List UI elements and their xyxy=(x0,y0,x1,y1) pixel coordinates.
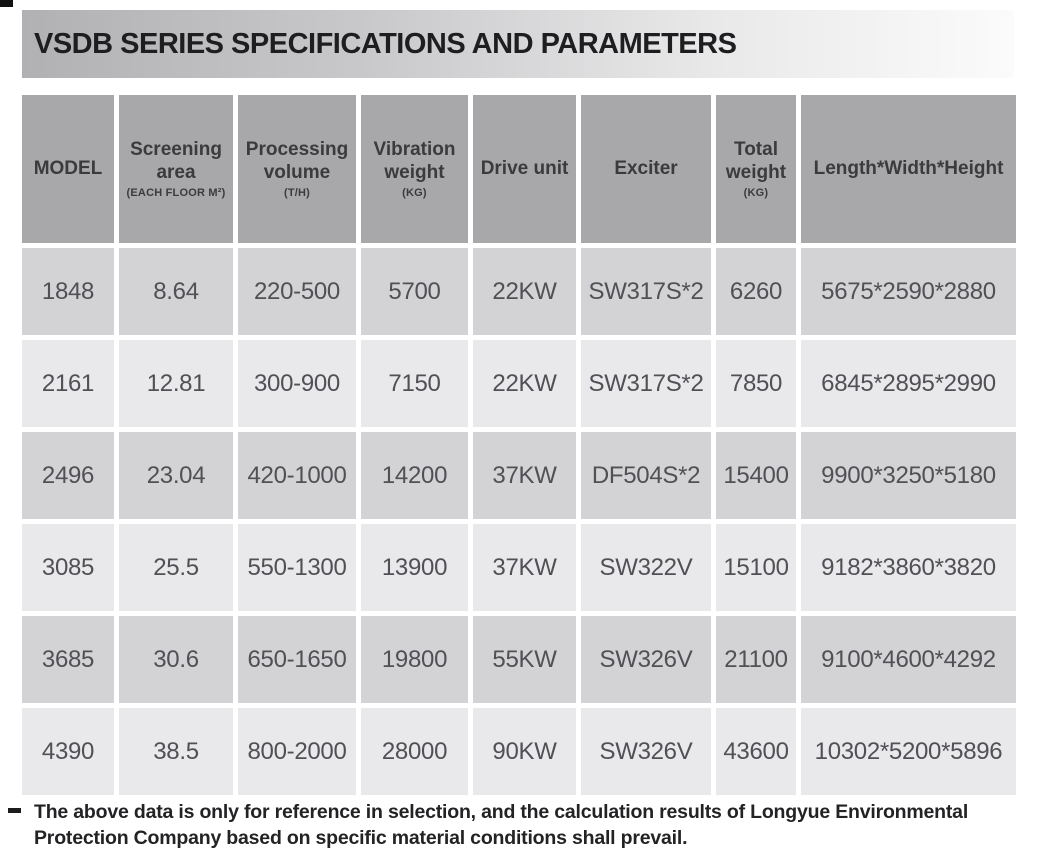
cell-total-weight: 15100 xyxy=(716,524,796,611)
column-header-model: MODEL xyxy=(22,95,114,243)
column-label: Processing volume xyxy=(245,138,349,183)
column-unit: (T/H) xyxy=(283,186,311,199)
cell-dimensions: 9900*3250*5180 xyxy=(801,432,1016,519)
cell-processing-volume: 220-500 xyxy=(238,248,356,335)
page-corner-mark xyxy=(0,0,13,7)
cell-exciter: SW326V xyxy=(581,708,711,795)
cell-processing-volume: 650-1650 xyxy=(238,616,356,703)
column-label: Length*Width*Height xyxy=(813,158,1004,180)
cell-total-weight: 7850 xyxy=(716,340,796,427)
cell-processing-volume: 800-2000 xyxy=(238,708,356,795)
footnote-line-1: The above data is only for reference in … xyxy=(34,801,969,823)
table-row-3685: 3685 30.6 650-1650 19800 55KW SW326V 211… xyxy=(22,616,1016,703)
cell-screening-area: 30.6 xyxy=(119,616,233,703)
table-row-2496: 2496 23.04 420-1000 14200 37KW DF504S*2 … xyxy=(22,432,1016,519)
cell-total-weight: 43600 xyxy=(716,708,796,795)
cell-drive-unit: 22KW xyxy=(473,248,576,335)
cell-screening-area: 8.64 xyxy=(119,248,233,335)
table-row-4390: 4390 38.5 800-2000 28000 90KW SW326V 436… xyxy=(22,708,1016,795)
cell-screening-area: 25.5 xyxy=(119,524,233,611)
cell-dimensions: 9182*3860*3820 xyxy=(801,524,1016,611)
column-label: Screening area xyxy=(130,138,222,183)
cell-vibration-weight: 5700 xyxy=(361,248,468,335)
page-title: VSDB SERIES SPECIFICATIONS AND PARAMETER… xyxy=(34,27,737,60)
cell-model: 3085 xyxy=(22,524,114,611)
cell-vibration-weight: 7150 xyxy=(361,340,468,427)
cell-model: 3685 xyxy=(22,616,114,703)
column-header-dimensions: Length*Width*Height xyxy=(801,95,1016,243)
cell-exciter: SW317S*2 xyxy=(581,248,711,335)
cell-dimensions: 10302*5200*5896 xyxy=(801,708,1016,795)
cell-drive-unit: 37KW xyxy=(473,432,576,519)
cell-vibration-weight: 28000 xyxy=(361,708,468,795)
cell-exciter: SW326V xyxy=(581,616,711,703)
cell-drive-unit: 90KW xyxy=(473,708,576,795)
cell-total-weight: 15400 xyxy=(716,432,796,519)
column-label: Total weight xyxy=(725,138,787,183)
column-label: Exciter xyxy=(614,158,678,180)
footnote-line-2: Protection Company based on specific mat… xyxy=(34,827,688,849)
column-label: MODEL xyxy=(33,158,103,180)
column-unit: (EACH FLOOR M²) xyxy=(126,186,226,199)
table-row-2161: 2161 12.81 300-900 7150 22KW SW317S*2 78… xyxy=(22,340,1016,427)
cell-drive-unit: 37KW xyxy=(473,524,576,611)
cell-exciter: SW322V xyxy=(581,524,711,611)
footnote-text: The above data is only for reference in … xyxy=(34,799,968,851)
cell-dimensions: 9100*4600*4292 xyxy=(801,616,1016,703)
column-header-exciter: Exciter xyxy=(581,95,711,243)
table-row-3085: 3085 25.5 550-1300 13900 37KW SW322V 151… xyxy=(22,524,1016,611)
column-header-screening-area: Screening area (EACH FLOOR M²) xyxy=(119,95,233,243)
dash-bullet-icon xyxy=(8,808,21,813)
column-unit: (KG) xyxy=(743,186,769,199)
cell-exciter: SW317S*2 xyxy=(581,340,711,427)
cell-dimensions: 6845*2895*2990 xyxy=(801,340,1016,427)
cell-drive-unit: 55KW xyxy=(473,616,576,703)
cell-total-weight: 6260 xyxy=(716,248,796,335)
cell-model: 2496 xyxy=(22,432,114,519)
column-header-vibration-weight: Vibration weight (KG) xyxy=(361,95,468,243)
title-banner: VSDB SERIES SPECIFICATIONS AND PARAMETER… xyxy=(22,10,1014,78)
column-unit: (KG) xyxy=(402,186,427,199)
specifications-table: MODEL Screening area (EACH FLOOR M²) Pro… xyxy=(17,90,1021,800)
cell-total-weight: 21100 xyxy=(716,616,796,703)
header-row: MODEL Screening area (EACH FLOOR M²) Pro… xyxy=(22,95,1016,243)
cell-model: 1848 xyxy=(22,248,114,335)
cell-dimensions: 5675*2590*2880 xyxy=(801,248,1016,335)
cell-exciter: DF504S*2 xyxy=(581,432,711,519)
cell-processing-volume: 550-1300 xyxy=(238,524,356,611)
cell-processing-volume: 420-1000 xyxy=(238,432,356,519)
column-header-processing-volume: Processing volume (T/H) xyxy=(238,95,356,243)
cell-screening-area: 38.5 xyxy=(119,708,233,795)
cell-processing-volume: 300-900 xyxy=(238,340,356,427)
column-label: Drive unit xyxy=(480,158,569,180)
column-label: Vibration weight xyxy=(373,138,456,183)
cell-screening-area: 12.81 xyxy=(119,340,233,427)
column-header-drive-unit: Drive unit xyxy=(473,95,576,243)
cell-model: 2161 xyxy=(22,340,114,427)
cell-vibration-weight: 14200 xyxy=(361,432,468,519)
cell-vibration-weight: 13900 xyxy=(361,524,468,611)
cell-model: 4390 xyxy=(22,708,114,795)
column-header-total-weight: Total weight (KG) xyxy=(716,95,796,243)
footnote: The above data is only for reference in … xyxy=(8,799,1032,851)
cell-screening-area: 23.04 xyxy=(119,432,233,519)
table-row-1848: 1848 8.64 220-500 5700 22KW SW317S*2 626… xyxy=(22,248,1016,335)
cell-vibration-weight: 19800 xyxy=(361,616,468,703)
cell-drive-unit: 22KW xyxy=(473,340,576,427)
